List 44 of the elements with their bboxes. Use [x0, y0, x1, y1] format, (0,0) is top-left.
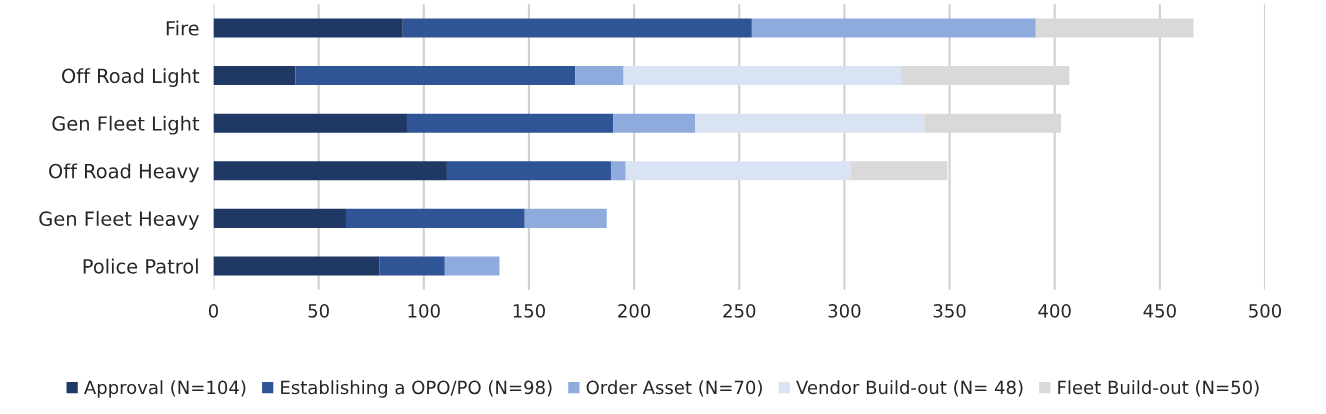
legend-label: Establishing a OPO/PO (N=98) [281, 380, 552, 398]
bar [379, 256, 445, 276]
legend-label: Fleet Build-out (N=50) [1058, 380, 1259, 397]
bar [524, 208, 607, 228]
legend-label: Approval (N=104) [84, 380, 246, 398]
bar [625, 161, 851, 181]
y-tick-label: Gen Fleet Light [52, 115, 200, 135]
bar [751, 18, 1036, 38]
x-tick-label: 250 [723, 304, 756, 318]
x-tick-label: 100 [408, 304, 440, 318]
bar [444, 256, 500, 276]
bar [295, 66, 576, 86]
x-tick-label: 450 [1143, 304, 1176, 318]
x-tick-label: 200 [618, 304, 651, 318]
x-tick-label: 300 [828, 304, 861, 318]
x-tick-label: 400 [1038, 304, 1071, 318]
bar [623, 66, 902, 86]
y-tick-label: Gen Fleet Heavy [39, 211, 200, 230]
y-tick-label: Off Road Light [62, 68, 200, 87]
bar [613, 113, 696, 133]
bar [345, 208, 525, 228]
x-tick-label: 150 [513, 304, 545, 318]
legend-label: Order Asset (N=70) [586, 380, 762, 397]
bar [213, 66, 296, 86]
bar [446, 161, 611, 181]
bar [213, 18, 403, 38]
bar [610, 161, 626, 181]
bar [406, 113, 614, 133]
x-tick-label: 0 [208, 304, 219, 318]
bar [213, 208, 346, 228]
bar [213, 113, 407, 133]
x-tick-label: 500 [1249, 304, 1282, 318]
legend-label: Vendor Build-out (N= 48) [796, 380, 1023, 397]
y-tick-label: Police Patrol [83, 258, 198, 274]
x-tick-label: 50 [308, 304, 329, 318]
y-tick-label: Fire [166, 20, 199, 36]
x-tick-label: 350 [933, 304, 966, 318]
bar [695, 113, 925, 133]
bar [575, 66, 624, 86]
bar [213, 161, 447, 181]
bar [850, 161, 948, 181]
y-tick-label: Off Road Heavy [49, 163, 200, 183]
bar [402, 18, 752, 38]
bar [213, 256, 380, 276]
